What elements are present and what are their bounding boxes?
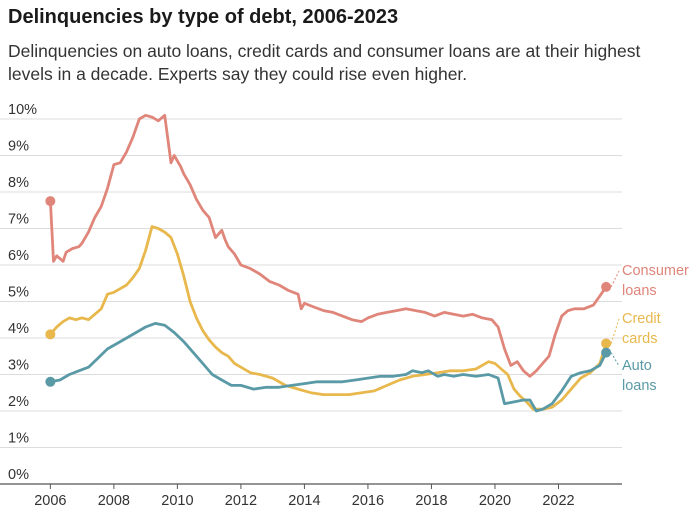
chart-title: Delinquencies by type of debt, 2006-2023 (8, 6, 399, 28)
y-tick-label: 8% (8, 175, 29, 191)
x-tick-label: 2018 (415, 493, 447, 509)
series-label-auto-loans: Auto (622, 358, 652, 374)
y-tick-label: 4% (8, 321, 29, 337)
series-label-credit-cards: cards (622, 331, 657, 347)
start-point-consumer-loans (45, 196, 56, 207)
y-tick-label: 9% (8, 138, 29, 154)
x-tick-label: 2010 (161, 493, 193, 509)
start-point-credit-cards (45, 329, 56, 340)
series-line-credit-cards (49, 225, 608, 411)
label-leader-auto-loans (610, 352, 620, 367)
label-leader-credit-cards (610, 318, 620, 344)
series-layer (45, 113, 612, 413)
y-tick-label: 1% (8, 430, 29, 446)
x-tick-label: 2012 (225, 493, 257, 509)
label-leader-consumer-loans (610, 270, 620, 288)
x-tick-label: 2006 (34, 493, 66, 509)
y-tick-label: 5% (8, 284, 29, 300)
label-layer: Consumer loans Credit cards Auto loans (610, 263, 689, 394)
x-tick-label: 2014 (288, 493, 320, 509)
y-tick-label: 0% (8, 467, 29, 483)
end-point-consumer-loans (601, 281, 612, 292)
y-tick-label: 3% (8, 357, 29, 373)
x-tick-label: 2020 (479, 493, 511, 509)
series-label-auto-loans: loans (622, 378, 657, 394)
series-line-consumer-loans (49, 113, 608, 378)
x-tick-label: 2008 (98, 493, 130, 509)
y-tick-label: 10% (8, 102, 37, 118)
x-tick-label: 2022 (542, 493, 574, 509)
x-tick-label: 2016 (352, 493, 384, 509)
y-tick-label: 7% (8, 211, 29, 227)
y-tick-label: 2% (8, 394, 29, 410)
chart-subtitle: Delinquencies on auto loans, credit card… (8, 41, 641, 84)
start-point-auto-loans (45, 376, 56, 387)
series-label-consumer-loans: Consumer (622, 263, 689, 279)
series-label-consumer-loans: loans (622, 283, 657, 299)
end-point-auto-loans (601, 347, 612, 358)
series-line-auto-loans (49, 321, 608, 413)
y-tick-label: 6% (8, 248, 29, 264)
axis-layer: 0% 1% 2% 3% 4% 5% 6% 7% 8% 9% 10% 2006 2008 2010 2012 2… (0, 102, 622, 509)
series-label-credit-cards: Credit (622, 311, 661, 327)
end-point-credit-cards (601, 338, 612, 349)
grid-layer (0, 118, 622, 448)
